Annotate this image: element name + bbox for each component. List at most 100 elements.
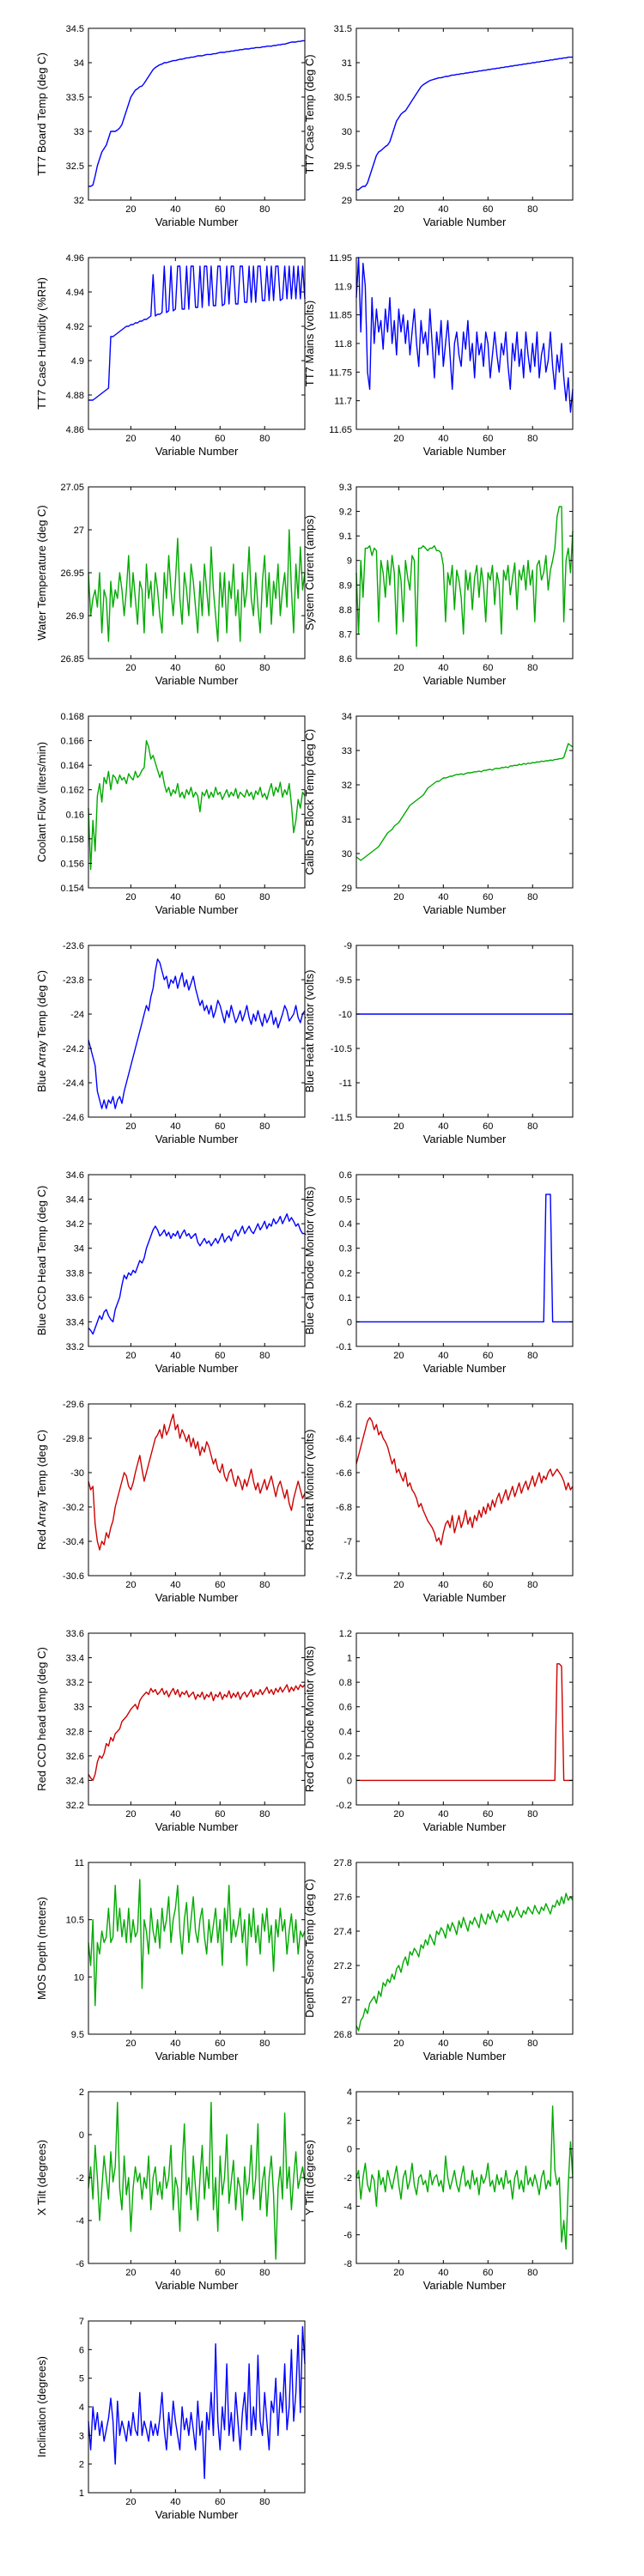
y-tick-label: -8: [343, 2259, 352, 2269]
x-axis-label: Variable Number: [155, 1362, 239, 1375]
x-tick-label: 80: [527, 663, 538, 673]
x-tick-label: 20: [393, 892, 404, 902]
y-tick-label: 0.6: [339, 1703, 352, 1713]
y-tick-label: -24.2: [63, 1044, 84, 1054]
y-tick-label: 34: [74, 58, 84, 69]
y-tick-label: 32: [342, 781, 352, 791]
y-tick-label: 11.7: [334, 397, 352, 407]
y-tick-label: 33.2: [66, 1342, 84, 1352]
x-tick-label: 80: [259, 892, 270, 902]
y-tick-label: -6: [343, 2231, 352, 2241]
y-tick-label: 32.4: [66, 1776, 84, 1786]
x-tick-label: 40: [170, 204, 180, 215]
y-tick-label: -9: [343, 941, 352, 951]
y-tick-label: 9: [347, 556, 352, 567]
axes-box: [88, 715, 306, 889]
y-tick-label: 6: [79, 2345, 84, 2355]
y-tick-label: -30.2: [63, 1503, 84, 1513]
y-tick-label: -11: [339, 1078, 352, 1089]
y-tick-label: 0.2: [339, 1752, 352, 1762]
y-tick-label: 33: [74, 1703, 84, 1713]
y-tick-label: 4: [347, 2087, 352, 2098]
axes-box: [355, 1632, 574, 1806]
x-tick-label: 20: [393, 2038, 404, 2049]
y-tick-label: 0: [347, 2145, 352, 2155]
x-tick-label: 40: [170, 1121, 180, 1132]
x-tick-label: 80: [527, 2268, 538, 2278]
y-tick-label: 10: [74, 1972, 84, 1983]
y-tick-label: 34.6: [66, 1170, 84, 1181]
y-tick-label: 33.2: [66, 1678, 84, 1688]
series-line: [88, 1879, 306, 2007]
y-tick-label: 9.2: [339, 507, 352, 518]
axes-box: [355, 1403, 574, 1577]
y-tick-label: -10: [338, 1010, 352, 1020]
axes-box: [88, 486, 306, 659]
chart-panel-1: 20 40 60 80 29 29.5 30 30.5 31 31.5 Variable Numbe…: [303, 24, 574, 228]
y-tick-label: 29.5: [334, 161, 352, 172]
y-tick-label: 27.8: [334, 1858, 352, 1868]
x-tick-label: 80: [527, 1121, 538, 1132]
x-tick-label: 80: [259, 434, 270, 444]
x-tick-label: 80: [259, 2497, 270, 2507]
axes-box: [88, 1174, 306, 1347]
x-tick-label: 80: [527, 1580, 538, 1590]
x-tick-label: 60: [215, 1351, 225, 1361]
x-tick-label: 40: [170, 2038, 180, 2049]
y-tick-label: 34: [74, 1244, 84, 1255]
y-tick-label: 26.9: [66, 611, 84, 622]
x-tick-label: 40: [170, 2497, 180, 2507]
x-tick-label: 40: [438, 663, 448, 673]
y-axis-label: Inclination (degrees): [35, 2356, 48, 2458]
axes-box: [355, 945, 574, 1118]
y-tick-label: 32.6: [66, 1752, 84, 1762]
y-tick-label: 32: [74, 196, 84, 206]
x-tick-label: 80: [259, 2038, 270, 2049]
chart-panel-0: 20 40 60 80 32 32.5 33 33.5 34 34.5 Variable Numbe…: [35, 24, 306, 228]
y-tick-label: 0.166: [60, 737, 84, 747]
x-tick-label: 80: [259, 2268, 270, 2278]
y-axis-label: Blue CCD Head Temp (deg C): [35, 1186, 48, 1336]
y-tick-label: 34.2: [66, 1219, 84, 1230]
y-tick-label: 30: [342, 849, 352, 860]
y-tick-label: 0.1: [339, 1293, 352, 1303]
y-tick-label: 33.6: [66, 1629, 84, 1639]
x-tick-label: 40: [170, 663, 180, 673]
x-axis-label: Variable Number: [155, 1591, 239, 1604]
y-tick-label: 32.2: [66, 1801, 84, 1811]
y-tick-label: 11.75: [329, 368, 352, 378]
series-line: [355, 1417, 574, 1546]
series-line: [88, 265, 306, 401]
axes-box: [88, 945, 306, 1118]
x-tick-label: 60: [483, 892, 493, 902]
y-tick-label: 0.162: [60, 786, 84, 796]
axes-box: [88, 1862, 306, 2035]
series-line: [88, 1413, 306, 1551]
chart-panel-17: 20 40 60 80 26.8 27 27.2 27.4 27.6 27.8 Variable N…: [303, 1858, 574, 2063]
chart-panel-9: 20 40 60 80 -11.5 -11 -10.5 -10 -9.5 -9 Variable N…: [303, 941, 574, 1145]
y-tick-label: 0.5: [339, 1195, 352, 1206]
x-tick-label: 80: [259, 1809, 270, 1820]
y-tick-label: -23.8: [63, 975, 84, 986]
y-tick-label: 0.6: [339, 1170, 352, 1181]
y-tick-label: 0.164: [60, 761, 84, 771]
y-tick-label: 0: [79, 2130, 84, 2141]
y-axis-label: TT7 Mains (volts): [303, 301, 316, 386]
x-axis-label: Variable Number: [423, 674, 507, 687]
y-tick-label: 29: [342, 196, 352, 206]
x-tick-label: 20: [125, 663, 136, 673]
y-tick-label: -6.8: [336, 1503, 352, 1513]
series-line: [88, 39, 305, 187]
x-tick-label: 20: [393, 1580, 404, 1590]
axes-box: [355, 715, 574, 889]
y-tick-label: 32.5: [66, 161, 84, 172]
y-tick-label: -6: [76, 2259, 84, 2269]
y-axis-label: Blue Heat Monitor (volts): [303, 969, 316, 1092]
axes-box: [355, 1174, 574, 1347]
y-axis-label: Coolant Flow (liters/min): [35, 742, 48, 862]
axes-box: [88, 1632, 306, 1806]
y-tick-label: -11.5: [331, 1113, 352, 1123]
y-tick-label: 11.95: [329, 253, 352, 264]
axes-box: [355, 27, 574, 201]
